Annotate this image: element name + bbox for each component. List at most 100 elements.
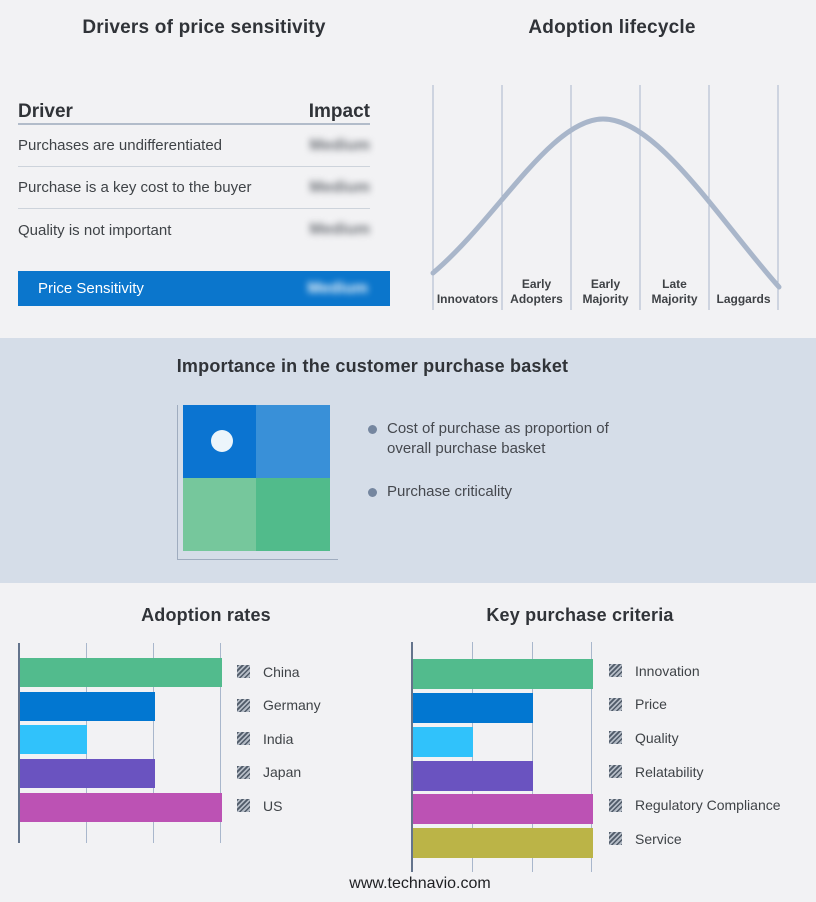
key-purchase-criteria-title: Key purchase criteria bbox=[486, 605, 674, 625]
stage-label-late-majority: Late Majority bbox=[651, 277, 698, 306]
legend-item-quality: Quality bbox=[609, 721, 781, 755]
column-header-driver: Driver bbox=[18, 101, 73, 122]
drivers-title: Drivers of price sensitivity bbox=[82, 17, 326, 38]
bullet-dot-icon bbox=[368, 425, 377, 434]
legend-swatch-icon bbox=[237, 799, 250, 813]
bar-germany bbox=[20, 692, 155, 721]
legend-item-innovation: Innovation bbox=[609, 654, 781, 688]
bullet-item: Purchase criticality bbox=[368, 482, 647, 502]
bell-curve bbox=[430, 116, 782, 290]
legend-item-regulatory-compliance: Regulatory Compliance bbox=[609, 788, 781, 822]
legend-label: Quality bbox=[635, 729, 679, 746]
legend-swatch-icon bbox=[609, 697, 622, 711]
legend-item-us: US bbox=[237, 789, 321, 823]
bar-price bbox=[413, 693, 533, 723]
legend-item-relatability: Relatability bbox=[609, 755, 781, 789]
impact-value-blurred: Medium bbox=[309, 178, 370, 196]
bar-regulatory-compliance bbox=[413, 794, 593, 824]
bullet-dot-icon bbox=[368, 488, 377, 497]
stage-label-innovators: Innovators bbox=[436, 291, 499, 306]
y-axis-line bbox=[411, 642, 413, 872]
legend-label: Regulatory Compliance bbox=[635, 797, 781, 814]
driver-label: Purchase is a key cost to the buyer bbox=[18, 179, 252, 196]
drivers-table-header: Driver Impact bbox=[18, 92, 370, 125]
bullet-text: Purchase criticality bbox=[387, 483, 513, 500]
driver-label: Quality is not important bbox=[18, 221, 172, 239]
legend-item-japan: Japan bbox=[237, 756, 321, 790]
y-axis-line bbox=[18, 643, 20, 843]
legend-swatch-icon bbox=[237, 698, 250, 712]
gridline bbox=[153, 643, 154, 843]
basket-title: Importance in the customer purchase bask… bbox=[176, 356, 569, 376]
gridline bbox=[220, 643, 221, 843]
gridline bbox=[472, 642, 473, 872]
legend-label: India bbox=[263, 730, 294, 747]
legend-label: Japan bbox=[263, 764, 302, 781]
legend-item-china: China bbox=[237, 655, 321, 689]
key-purchase-criteria-chart bbox=[411, 642, 593, 872]
legend-label: China bbox=[263, 663, 300, 680]
legend-item-india: India bbox=[237, 722, 321, 756]
table-row: Purchase is a key cost to the buyer Medi… bbox=[18, 167, 370, 209]
gridline bbox=[591, 642, 592, 872]
legend-item-price: Price bbox=[609, 688, 781, 722]
stage-label-early-majority: Early Majority bbox=[582, 277, 629, 306]
lifecycle-stage-labels: Innovators Early Adopters Early Majority… bbox=[433, 273, 778, 306]
legend-item-service: Service bbox=[609, 822, 781, 856]
quadrant-top-right bbox=[256, 405, 330, 478]
bar-quality bbox=[413, 727, 473, 757]
position-marker-dot bbox=[211, 430, 233, 452]
legend-label: Germany bbox=[263, 697, 321, 714]
bar-relatability bbox=[413, 761, 533, 791]
legend-label: Service bbox=[635, 830, 682, 847]
legend-label: Innovation bbox=[635, 662, 700, 679]
adoption-rates-legend: China Germany India Japan US bbox=[237, 655, 321, 823]
legend-swatch-icon bbox=[609, 731, 622, 745]
bullet-text: Cost of purchase as proportion of overal… bbox=[387, 420, 609, 457]
legend-swatch-icon bbox=[237, 665, 250, 679]
gridline bbox=[532, 642, 533, 872]
quadrant-y-axis bbox=[177, 405, 178, 560]
price-sensitivity-summary-bar: Price Sensitivity Medium bbox=[18, 271, 390, 306]
basket-bullets: Cost of purchase as proportion of overal… bbox=[368, 419, 647, 502]
quadrant-bottom-left bbox=[183, 478, 256, 551]
legend-swatch-icon bbox=[237, 732, 250, 746]
stage-label-early-adopters: Early Adopters bbox=[510, 277, 563, 306]
legend-swatch-icon bbox=[609, 664, 622, 678]
table-row: Purchases are undifferentiated Medium bbox=[18, 125, 370, 167]
legend-swatch-icon bbox=[609, 832, 622, 846]
impact-value-blurred: Medium bbox=[309, 221, 370, 238]
summary-label: Price Sensitivity bbox=[38, 280, 144, 297]
adoption-rates-chart bbox=[18, 643, 222, 843]
legend-item-germany: Germany bbox=[237, 689, 321, 723]
summary-impact-blurred: Medium bbox=[307, 279, 368, 297]
legend-label: Relatability bbox=[635, 763, 704, 780]
bullet-item: Cost of purchase as proportion of overal… bbox=[368, 419, 647, 458]
key-purchase-criteria-legend: Innovation Price Quality Relatability Regula… bbox=[609, 654, 781, 856]
table-row: Quality is not important Medium bbox=[18, 209, 370, 251]
bar-china bbox=[20, 658, 222, 687]
bar-india bbox=[20, 725, 87, 754]
bar-japan bbox=[20, 759, 155, 788]
legend-swatch-icon bbox=[609, 765, 622, 779]
impact-value-blurred: Medium bbox=[309, 136, 370, 154]
quadrant-bottom-right bbox=[256, 478, 330, 551]
adoption-lifecycle-chart bbox=[430, 85, 782, 310]
column-header-impact: Impact bbox=[308, 101, 370, 122]
bar-innovation bbox=[413, 659, 593, 689]
quadrant-x-axis bbox=[177, 559, 338, 560]
lifecycle-title: Adoption lifecycle bbox=[528, 17, 696, 38]
purchase-basket-quadrant bbox=[183, 405, 330, 551]
stage-label-laggards: Laggards bbox=[716, 291, 771, 306]
bar-us bbox=[20, 793, 222, 822]
adoption-rates-title: Adoption rates bbox=[141, 605, 271, 625]
legend-label: US bbox=[263, 797, 283, 814]
driver-label: Purchases are undifferentiated bbox=[18, 137, 223, 154]
legend-swatch-icon bbox=[609, 798, 622, 812]
legend-label: Price bbox=[635, 696, 667, 713]
legend-swatch-icon bbox=[237, 765, 250, 779]
purchase-basket-band bbox=[0, 338, 816, 583]
drivers-table: Driver Impact Purchases are undifferenti… bbox=[18, 92, 370, 251]
footer-link[interactable]: www.technavio.com bbox=[349, 875, 491, 892]
